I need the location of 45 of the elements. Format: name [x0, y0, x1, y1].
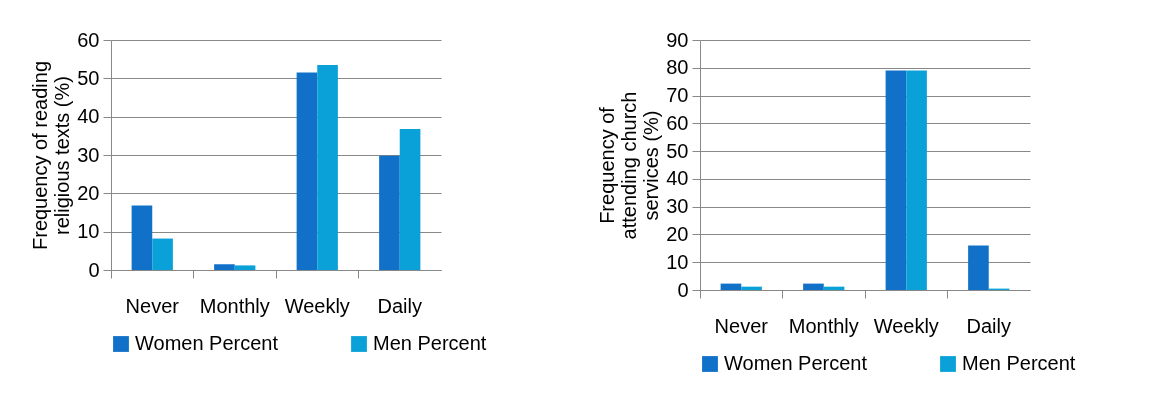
bar	[741, 286, 762, 290]
bar	[720, 283, 742, 290]
bar	[379, 155, 400, 270]
bar	[803, 283, 824, 290]
y-tick-label: 20	[666, 222, 689, 245]
x-tick-label: Daily	[966, 314, 1011, 337]
legend-label: Women Percent	[724, 352, 868, 374]
y-tick-label: 30	[77, 143, 100, 166]
y-tick-label: 50	[666, 139, 689, 162]
y-axis-title: Frequency of reading religious texts (%)	[29, 60, 74, 251]
bar	[152, 238, 173, 270]
y-tick-label: 20	[77, 181, 100, 204]
bar	[399, 128, 421, 270]
y-tick-label: 30	[666, 195, 689, 218]
x-tick-label: Daily	[377, 294, 422, 317]
x-tick-label: Never	[125, 294, 180, 317]
y-tick-label: 60	[77, 28, 100, 51]
y-tick-label: 60	[666, 111, 689, 134]
bar	[968, 245, 989, 290]
legend-label: Men Percent	[373, 332, 487, 354]
y-tick-label: 80	[666, 56, 689, 79]
x-tick-label: Monthly	[788, 314, 859, 337]
bar	[131, 205, 153, 270]
bar	[317, 64, 338, 270]
y-tick-label: 70	[666, 84, 689, 107]
y-axis-title: Frequency of attending church services (%)	[596, 91, 663, 240]
y-tick-label: 40	[666, 167, 689, 190]
y-tick-label: 90	[666, 28, 689, 51]
bar	[906, 70, 927, 290]
y-tick-label: 0	[677, 278, 689, 301]
y-tick-label: 10	[77, 220, 100, 243]
bar	[296, 72, 318, 270]
y-tick-label: 40	[77, 105, 100, 128]
x-tick-label: Never	[714, 314, 769, 337]
x-tick-label: Weekly	[284, 294, 350, 317]
legend-label: Women Percent	[135, 332, 279, 354]
y-tick-label: 50	[77, 66, 100, 89]
x-tick-label: Monthly	[199, 294, 270, 317]
legend-label: Men Percent	[962, 352, 1076, 374]
y-tick-label: 10	[666, 250, 689, 273]
bar	[214, 264, 235, 270]
bar	[234, 265, 256, 270]
x-tick-label: Weekly	[873, 314, 939, 337]
y-tick-label: 0	[88, 258, 100, 281]
bar	[885, 70, 907, 290]
